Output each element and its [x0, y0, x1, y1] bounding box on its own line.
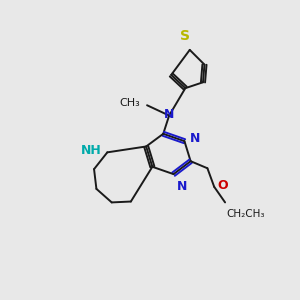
Text: O: O	[218, 179, 228, 192]
Text: N: N	[164, 108, 174, 121]
Text: CH₃: CH₃	[119, 98, 140, 108]
Text: S: S	[180, 29, 190, 44]
Text: N: N	[176, 180, 187, 193]
Text: CH₂CH₃: CH₂CH₃	[226, 209, 265, 219]
Text: N: N	[190, 132, 200, 145]
Text: NH: NH	[81, 144, 102, 158]
